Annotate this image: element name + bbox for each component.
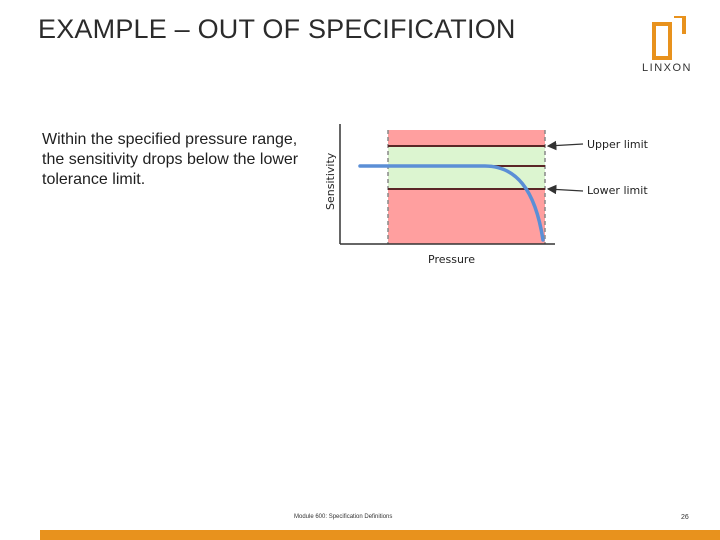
footer-accent-bar [40,530,720,540]
y-axis-label: Sensitivity [324,152,337,210]
sensitivity-diagram: Upper limit Lower limit Pressure Sensiti… [324,124,649,266]
slide-description: Within the specified pressure range, the… [42,131,299,188]
sensitivity-curve [358,164,545,242]
lower-limit-arrow [546,184,584,195]
slide-title: EXAMPLE – OUT OF SPECIFICATION [38,14,516,44]
lower-limit-label: Lower limit [587,184,648,197]
upper-limit-arrow [546,140,584,151]
page-number: 26 [681,514,689,521]
x-axis-label: Pressure [428,253,475,266]
logo-text: LINXON [642,62,692,74]
footer-module-text: Module 600: Specification Definitions [294,514,393,520]
upper-out-of-spec-band [388,130,545,146]
lower-out-of-spec-band [388,189,545,244]
logo-mark-icon [652,16,686,60]
upper-limit-label: Upper limit [587,138,649,151]
company-logo: LINXON [634,16,698,76]
